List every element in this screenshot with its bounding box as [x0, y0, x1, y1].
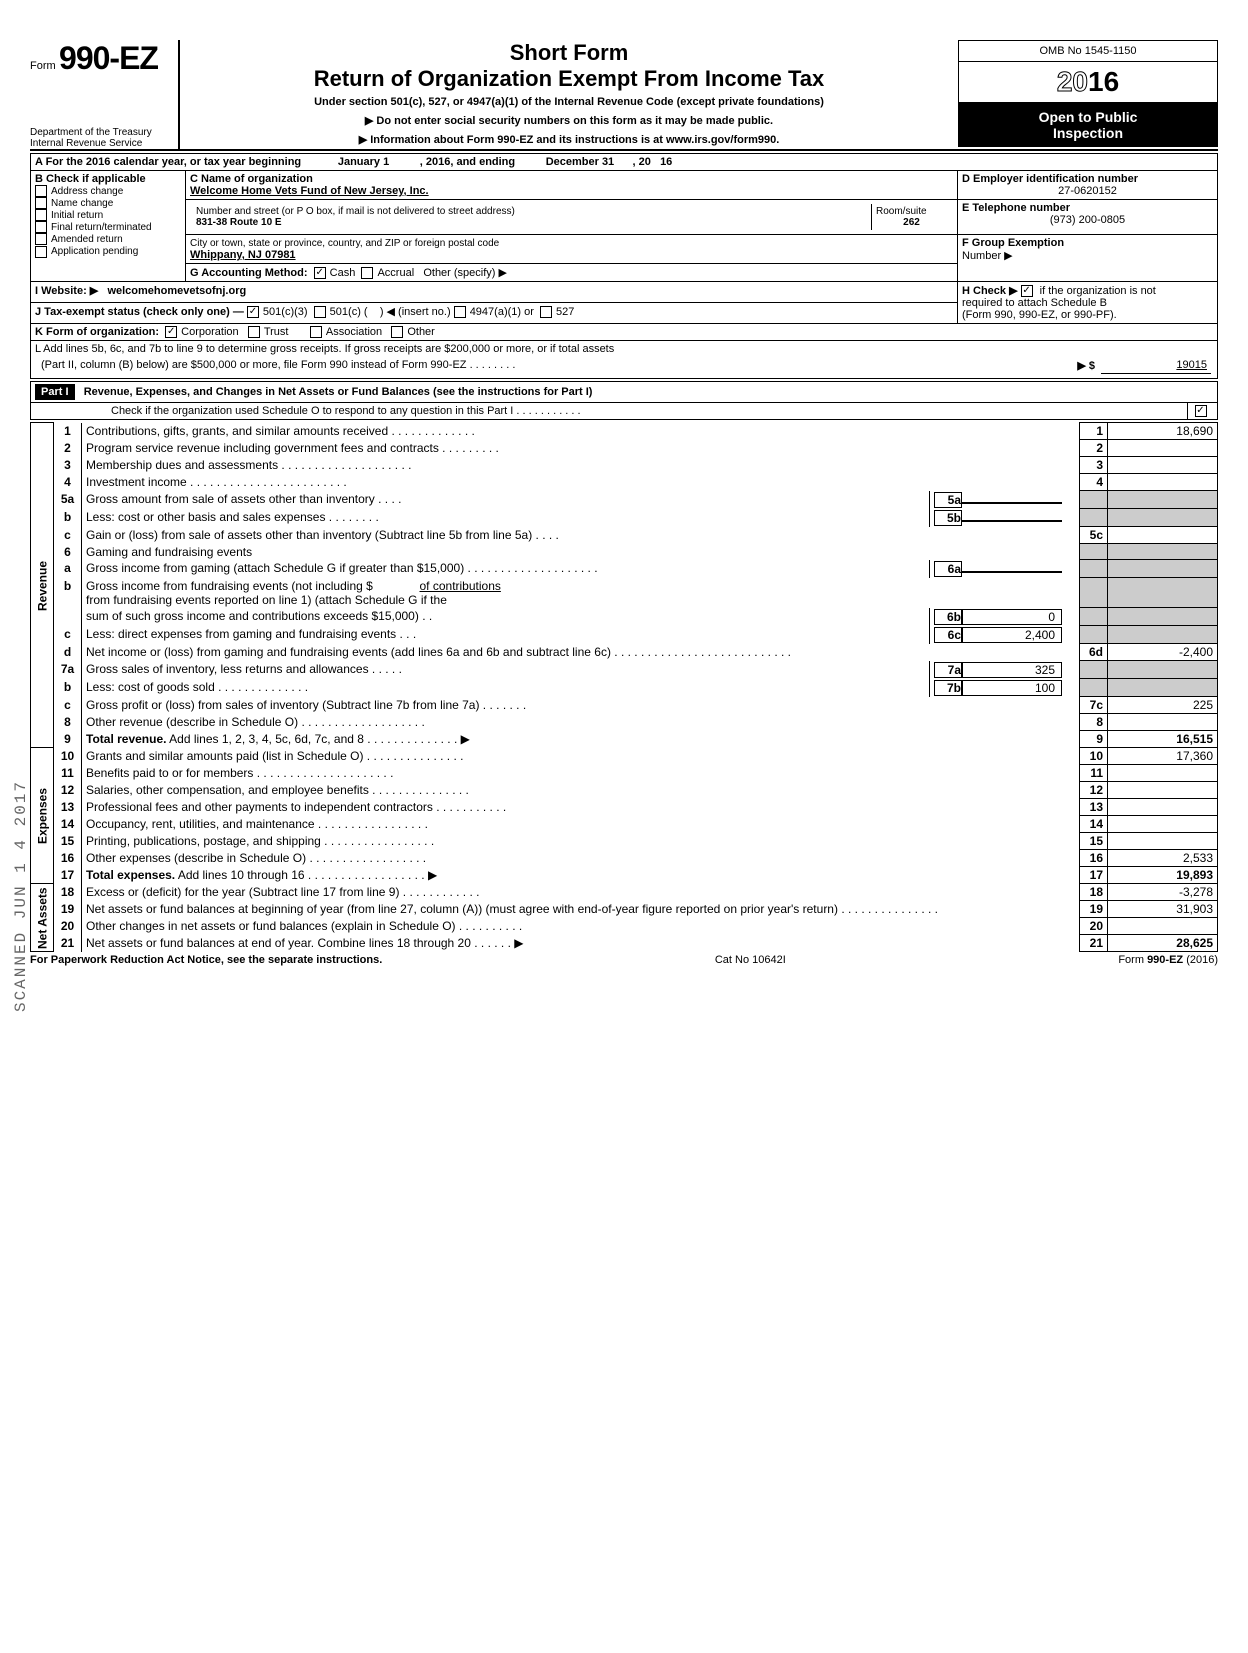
section-i: I Website: ▶ welcomehomevetsofnj.org: [31, 282, 958, 303]
section-c-name: C Name of organization Welcome Home Vets…: [186, 171, 958, 200]
checkbox-cash[interactable]: [314, 267, 326, 279]
checkbox-501c[interactable]: [314, 306, 326, 318]
open-public: Open to Public Inspection: [958, 103, 1218, 147]
section-h: H Check ▶ if the organization is not req…: [958, 282, 1218, 324]
checkbox-4947[interactable]: [454, 306, 466, 318]
checkbox-527[interactable]: [540, 306, 552, 318]
checkbox-amended[interactable]: [35, 233, 47, 245]
section-g: G Accounting Method: Cash Accrual Other …: [186, 264, 958, 282]
section-c-city: City or town, state or province, country…: [186, 235, 958, 264]
section-k: K Form of organization: Corporation Trus…: [31, 324, 1218, 341]
part-i-header: Part I Revenue, Expenses, and Changes in…: [30, 381, 1218, 420]
lines-table: Revenue 1 Contributions, gifts, grants, …: [30, 422, 1218, 952]
checkbox-pending[interactable]: [35, 246, 47, 258]
header-info-table: A For the 2016 calendar year, or tax yea…: [30, 153, 1218, 379]
subtitle: Under section 501(c), 527, or 4947(a)(1)…: [190, 96, 948, 108]
checkbox-corp[interactable]: [165, 326, 177, 338]
form-number: 990-EZ: [59, 40, 158, 76]
checkbox-trust[interactable]: [248, 326, 260, 338]
section-d: D Employer identification number 27-0620…: [958, 171, 1218, 200]
return-title: Return of Organization Exempt From Incom…: [190, 66, 948, 92]
checkbox-initial[interactable]: [35, 209, 47, 221]
section-e: E Telephone number (973) 200-0805: [958, 200, 1218, 235]
checkbox-accrual[interactable]: [361, 267, 373, 279]
dept-treasury: Department of the Treasury: [30, 127, 180, 138]
dept-irs: Internal Revenue Service: [30, 138, 180, 149]
footer: For Paperwork Reduction Act Notice, see …: [30, 954, 1218, 966]
scanned-stamp: SCANNED JUN 1 4 2017: [12, 780, 30, 1012]
section-f: F Group Exemption Number ▶: [958, 235, 1218, 282]
form-header: Form 990-EZ Department of the Treasury I…: [30, 40, 1218, 149]
section-b: B Check if applicable Address change Nam…: [31, 171, 186, 282]
checkbox-schedule-o[interactable]: [1195, 405, 1207, 417]
checkbox-final[interactable]: [35, 221, 47, 233]
checkbox-501c3[interactable]: [247, 306, 259, 318]
section-j: J Tax-exempt status (check only one) — 5…: [31, 303, 958, 324]
expenses-label: Expenses: [31, 748, 54, 884]
info-url: ▶ Information about Form 990-EZ and its …: [190, 133, 948, 146]
checkbox-name[interactable]: [35, 197, 47, 209]
checkbox-other[interactable]: [391, 326, 403, 338]
omb-number: OMB No 1545-1150: [958, 40, 1218, 62]
checkbox-assoc[interactable]: [310, 326, 322, 338]
section-c-street: Number and street (or P O box, if mail i…: [186, 200, 958, 235]
ssn-warning: ▶ Do not enter social security numbers o…: [190, 114, 948, 127]
netassets-label: Net Assets: [31, 884, 54, 952]
short-form-title: Short Form: [190, 40, 948, 66]
form-label: Form: [30, 60, 56, 72]
section-l: L Add lines 5b, 6c, and 7b to line 9 to …: [31, 341, 1218, 379]
checkbox-h[interactable]: [1021, 285, 1033, 297]
checkbox-address[interactable]: [35, 185, 47, 197]
revenue-label: Revenue: [31, 423, 54, 748]
year-box: 2016: [958, 62, 1218, 103]
